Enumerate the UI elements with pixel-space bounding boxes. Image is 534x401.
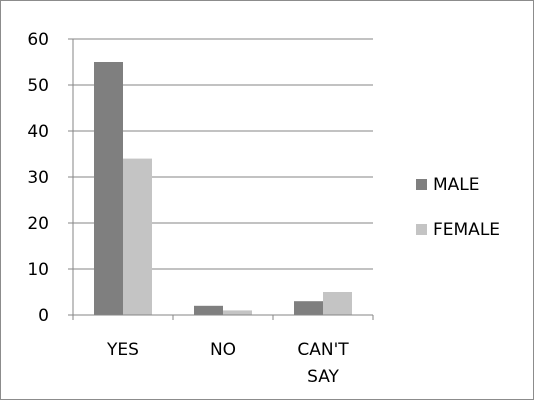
x-category-label: NO [210, 340, 236, 360]
y-tick-label: 10 [27, 260, 49, 280]
legend-label-female: FEMALE [433, 220, 500, 240]
y-tick-label: 0 [38, 306, 49, 326]
y-tick-label: 40 [27, 122, 49, 142]
y-tick-label: 30 [27, 168, 49, 188]
x-category-label: YES [106, 340, 139, 360]
bar-female-0 [123, 158, 152, 315]
y-tick-label: 50 [27, 76, 49, 96]
x-category-label: SAY [307, 367, 339, 387]
bar-female-1 [223, 310, 252, 315]
y-tick-label: 20 [27, 214, 49, 234]
legend-swatch-female [416, 224, 427, 235]
legend-label-male: MALE [433, 175, 480, 195]
x-category-label: CAN'T [297, 340, 349, 360]
y-tick-label: 60 [27, 30, 49, 50]
bar-female-2 [323, 292, 352, 315]
bar-male-1 [194, 305, 223, 315]
bar-male-0 [94, 62, 123, 315]
bar-male-2 [294, 301, 323, 315]
legend-swatch-male [416, 179, 427, 190]
